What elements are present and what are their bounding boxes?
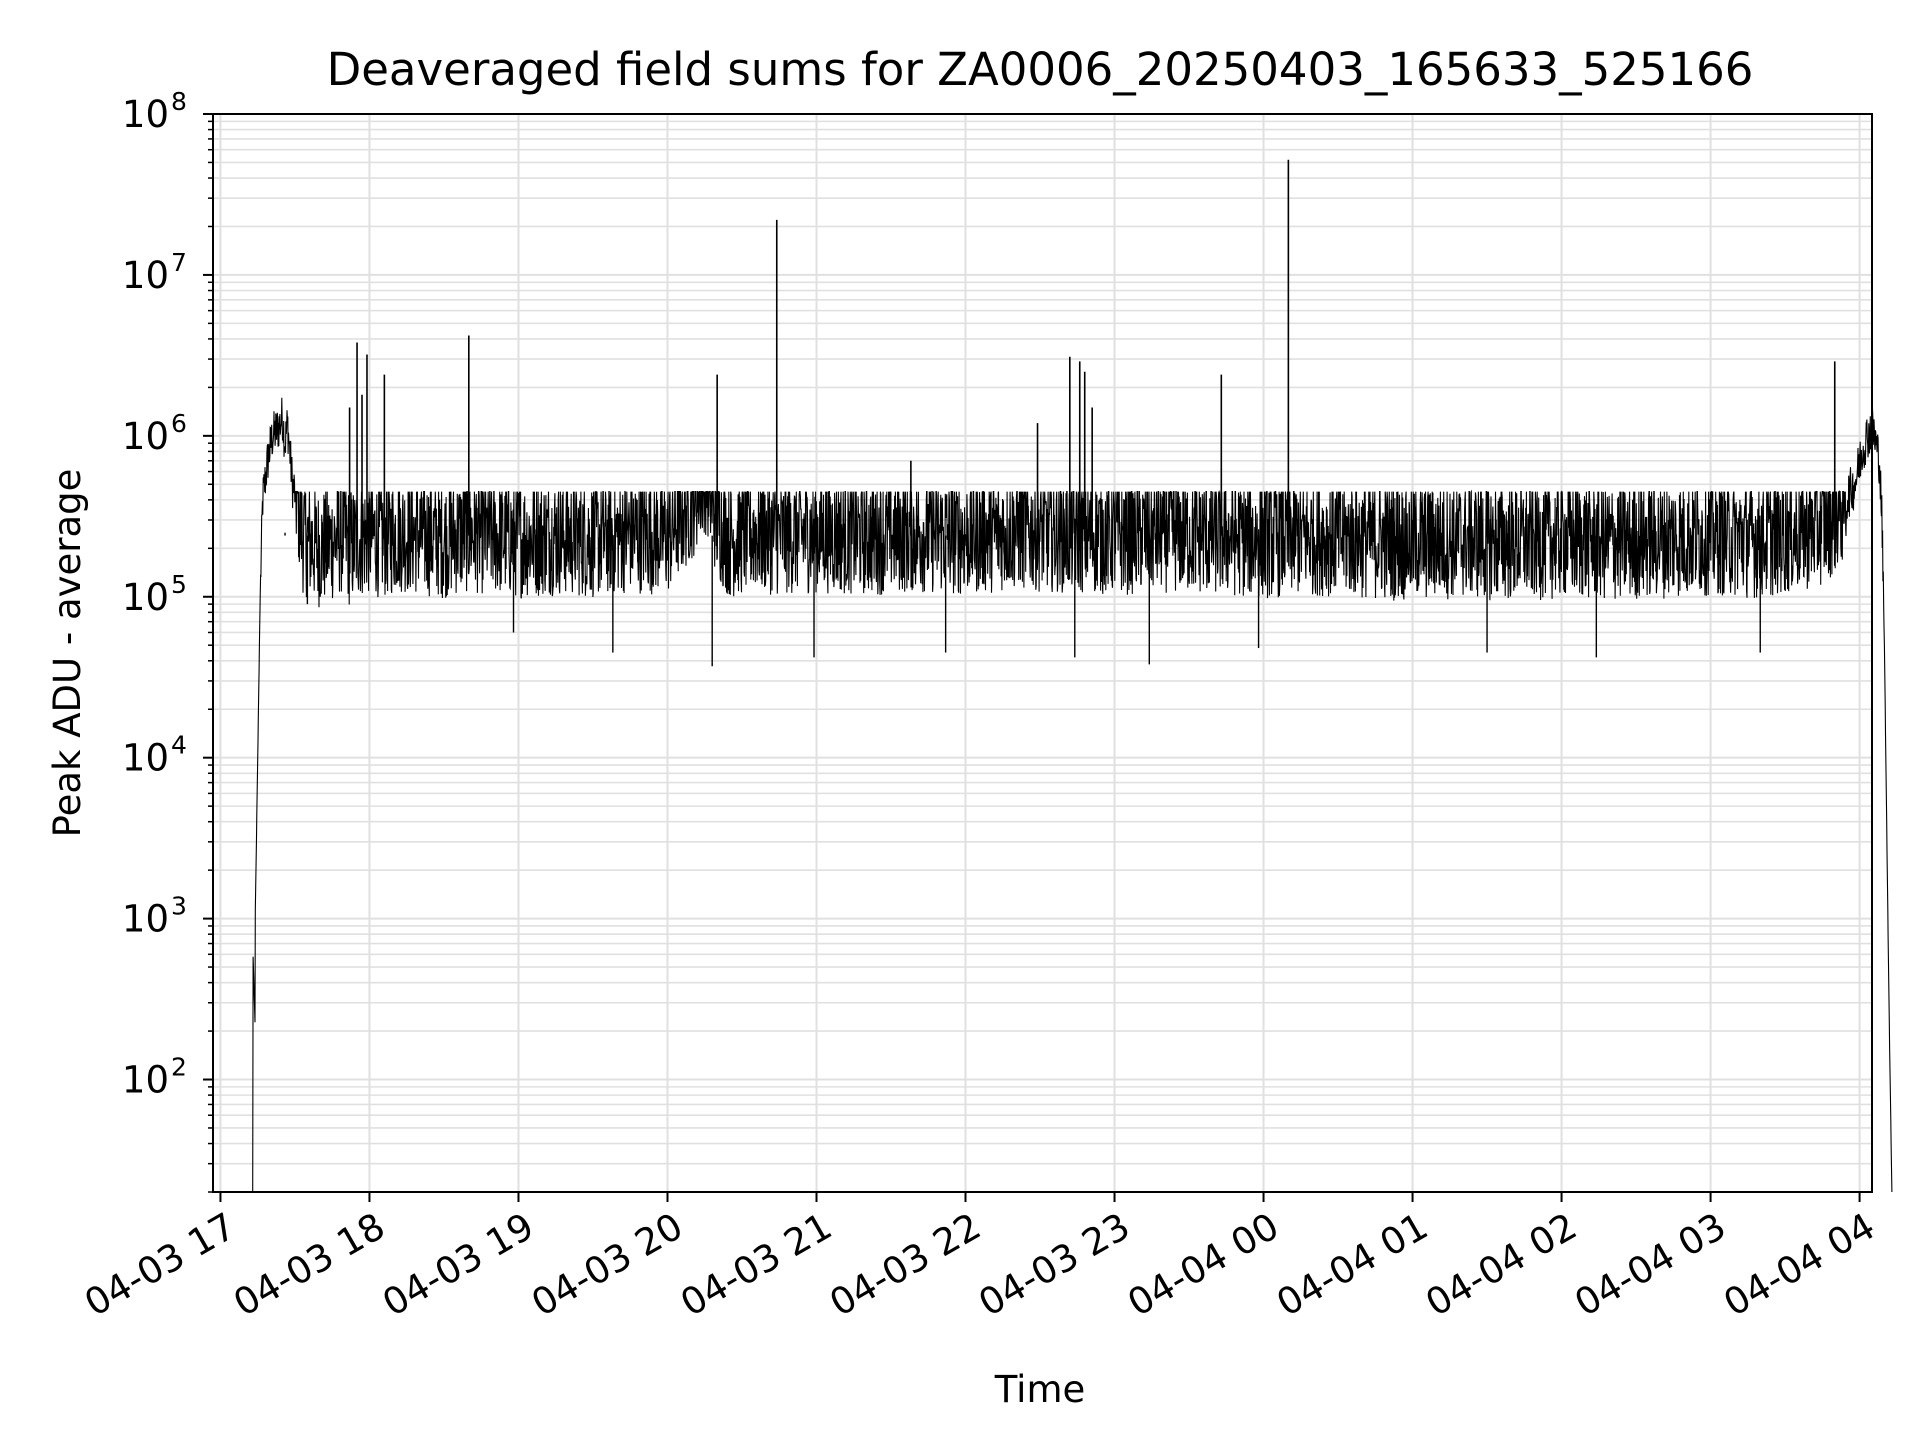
y-tick-exponent: 5 bbox=[171, 570, 187, 599]
y-axis-label: Peak ADU - average bbox=[46, 469, 89, 838]
y-tick-label: 10 bbox=[122, 1059, 169, 1102]
y-tick-exponent: 4 bbox=[171, 731, 187, 760]
plot-frame bbox=[212, 113, 1873, 1193]
y-tick-exponent: 8 bbox=[171, 87, 187, 116]
y-tick-label: 10 bbox=[122, 898, 169, 941]
y-tick-exponent: 2 bbox=[171, 1053, 187, 1082]
grid bbox=[213, 114, 1872, 1193]
y-tick-exponent: 7 bbox=[171, 248, 187, 277]
series-line bbox=[252, 397, 1893, 1193]
y-tick-label: 10 bbox=[122, 93, 169, 136]
y-tick-label: 10 bbox=[122, 254, 169, 297]
y-tick-label: 10 bbox=[122, 576, 169, 619]
x-axis-label: Time bbox=[994, 1368, 1086, 1411]
y-tick-label: 10 bbox=[122, 737, 169, 780]
y-tick-exponent: 6 bbox=[171, 409, 187, 438]
y-tick-exponent: 3 bbox=[171, 892, 187, 921]
series-layer bbox=[252, 159, 1893, 1193]
y-tick-label: 10 bbox=[122, 415, 169, 458]
chart-title: Deaveraged field sums for ZA0006_2025040… bbox=[327, 43, 1754, 96]
